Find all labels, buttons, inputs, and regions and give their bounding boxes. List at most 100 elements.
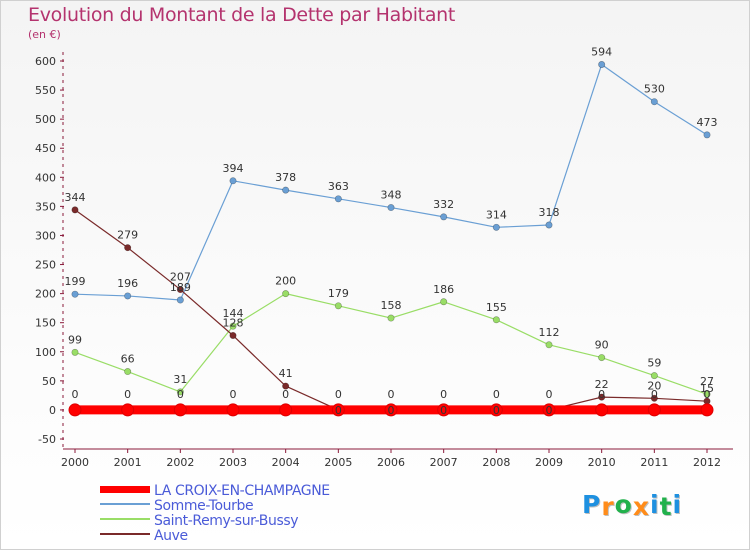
x-tick-label: 2003 bbox=[219, 456, 247, 469]
data-point bbox=[703, 131, 711, 139]
data-label: 90 bbox=[595, 339, 609, 352]
data-point bbox=[71, 206, 79, 214]
data-label: 0 bbox=[388, 388, 395, 401]
data-point bbox=[598, 354, 606, 362]
legend-swatch bbox=[100, 518, 150, 520]
data-point bbox=[176, 296, 184, 304]
data-point bbox=[650, 394, 658, 402]
data-label: 22 bbox=[595, 378, 609, 391]
data-label: 314 bbox=[486, 208, 507, 221]
data-point bbox=[647, 403, 661, 417]
data-label: 344 bbox=[65, 191, 86, 204]
data-point bbox=[384, 403, 398, 417]
x-tick-label: 2006 bbox=[377, 456, 405, 469]
data-label: 0 bbox=[124, 388, 131, 401]
data-label: 0 bbox=[230, 388, 237, 401]
legend: LA CROIX-EN-CHAMPAGNE Somme-Tourbe Saint-R… bbox=[100, 484, 330, 544]
data-label: 59 bbox=[647, 357, 661, 370]
data-point bbox=[279, 403, 293, 417]
data-label: 473 bbox=[697, 116, 718, 129]
data-point bbox=[173, 403, 187, 417]
data-point bbox=[124, 244, 132, 252]
data-label: 66 bbox=[121, 353, 135, 366]
x-tick-label: 2000 bbox=[61, 456, 89, 469]
series-line bbox=[74, 63, 708, 301]
y-tick-label: -50 bbox=[38, 433, 56, 446]
x-tick-label: 2012 bbox=[693, 456, 721, 469]
data-point bbox=[489, 403, 503, 417]
data-point bbox=[229, 331, 237, 339]
x-tick-label: 2002 bbox=[166, 456, 194, 469]
x-tick-label: 2005 bbox=[324, 456, 352, 469]
data-point bbox=[176, 286, 184, 294]
data-point bbox=[492, 223, 500, 231]
y-tick-label: 300 bbox=[35, 229, 56, 242]
data-label: 332 bbox=[433, 198, 454, 211]
data-point bbox=[282, 290, 290, 298]
logo-letter: P bbox=[582, 490, 602, 519]
data-label: 530 bbox=[644, 83, 665, 96]
data-label: 279 bbox=[117, 229, 138, 242]
data-label: 0 bbox=[546, 388, 553, 401]
data-label: 0 bbox=[493, 404, 500, 417]
logo-letter: t bbox=[659, 492, 673, 521]
logo-letter: i bbox=[672, 490, 683, 519]
logo-letter: r bbox=[601, 492, 615, 521]
data-label: 0 bbox=[177, 388, 184, 401]
chart-title: Evolution du Montant de la Dette par Hab… bbox=[28, 4, 456, 26]
data-label: 31 bbox=[173, 373, 187, 386]
x-tick-label: 2004 bbox=[272, 456, 300, 469]
y-tick-label: 100 bbox=[35, 346, 56, 359]
legend-item: Auve bbox=[100, 529, 330, 544]
logo-letter: x bbox=[632, 492, 650, 521]
legend-label: Auve bbox=[154, 528, 188, 544]
data-point bbox=[334, 195, 342, 203]
y-tick-label: 150 bbox=[35, 317, 56, 330]
data-label: 0 bbox=[651, 388, 658, 401]
data-label: 0 bbox=[282, 388, 289, 401]
data-point bbox=[700, 403, 714, 417]
data-point bbox=[282, 382, 290, 390]
legend-swatch bbox=[100, 485, 150, 493]
data-label: 200 bbox=[275, 275, 296, 288]
data-label: 207 bbox=[170, 271, 191, 284]
unit-label: (en €) bbox=[28, 28, 61, 41]
data-point bbox=[542, 403, 556, 417]
y-tick-label: 250 bbox=[35, 259, 56, 272]
data-point bbox=[492, 316, 500, 324]
y-tick-label: 0 bbox=[49, 404, 56, 417]
data-label: 158 bbox=[381, 299, 402, 312]
data-point bbox=[595, 403, 609, 417]
data-label: 0 bbox=[440, 388, 447, 401]
data-point bbox=[598, 393, 606, 401]
data-point bbox=[124, 368, 132, 376]
data-point bbox=[437, 403, 451, 417]
data-point bbox=[703, 390, 711, 398]
data-label: 144 bbox=[223, 307, 244, 320]
data-label: 394 bbox=[223, 162, 244, 175]
y-tick-label: 200 bbox=[35, 288, 56, 301]
y-tick-label: 450 bbox=[35, 142, 56, 155]
data-label: 0 bbox=[704, 388, 711, 401]
data-point bbox=[71, 290, 79, 298]
data-label: 112 bbox=[539, 326, 560, 339]
data-point bbox=[124, 292, 132, 300]
y-tick-label: 550 bbox=[35, 84, 56, 97]
data-label: 0 bbox=[440, 404, 447, 417]
x-tick-label: 2010 bbox=[588, 456, 616, 469]
data-point bbox=[387, 204, 395, 212]
data-point bbox=[121, 403, 135, 417]
data-point bbox=[68, 403, 82, 417]
legend-label: Somme-Tourbe bbox=[154, 498, 254, 514]
series-somme-tourbe bbox=[71, 60, 711, 304]
data-label: 363 bbox=[328, 180, 349, 193]
data-label: 0 bbox=[546, 404, 553, 417]
data-point bbox=[650, 372, 658, 380]
data-label: 0 bbox=[388, 404, 395, 417]
data-label: 0 bbox=[598, 388, 605, 401]
data-label: 41 bbox=[279, 367, 293, 380]
y-tick-label: 400 bbox=[35, 171, 56, 184]
data-label: 0 bbox=[493, 388, 500, 401]
